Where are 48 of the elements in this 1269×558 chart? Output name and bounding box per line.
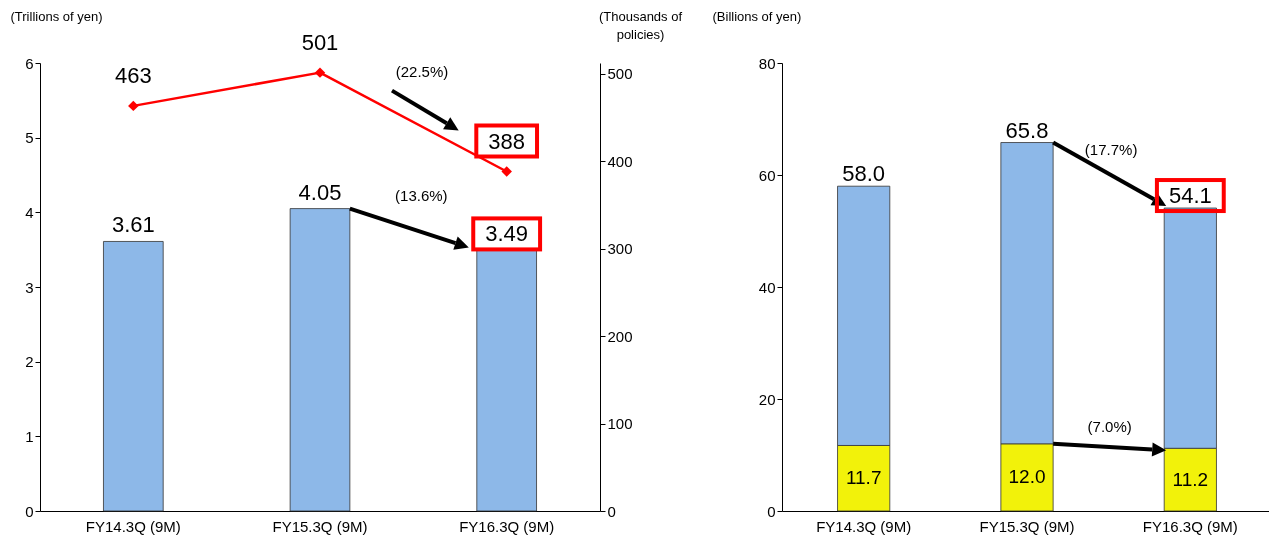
x-tick-label: FY15.3Q (9M) — [272, 517, 368, 535]
data-label: 463 — [114, 62, 152, 88]
data-label: 501 — [301, 29, 339, 55]
data-label: 4.05 — [298, 179, 342, 205]
total-label: 54.1 — [1168, 183, 1212, 209]
y-tick-label: 6 — [25, 54, 34, 72]
point — [128, 100, 139, 112]
y2-tick-label: 200 — [607, 327, 633, 345]
y2-tick-label: 300 — [607, 240, 633, 257]
bar — [289, 208, 351, 512]
y-axis-title: (Trillions of yen) — [10, 8, 103, 24]
y-tick-label: 3 — [25, 278, 34, 296]
x-tick-label: FY16.3Q (9M) — [459, 517, 555, 535]
y-tick-label: 80 — [758, 54, 776, 72]
y-tick-label: 5 — [25, 129, 34, 147]
x-tick-label: FY14.3Q (9M) — [816, 517, 912, 535]
bar — [103, 241, 164, 512]
data-label: 3.49 — [485, 221, 529, 247]
annotation: (17.7%) — [1084, 140, 1138, 158]
point — [501, 166, 512, 177]
total-label: 58.0 — [842, 161, 886, 187]
y-tick-label: 1 — [25, 427, 34, 445]
data-label: 11.7 — [845, 467, 882, 489]
annotation: (7.0%) — [1087, 417, 1132, 435]
y-tick-label: 4 — [25, 203, 34, 221]
annotation: (22.5%) — [395, 62, 449, 80]
y-tick-label: 20 — [758, 390, 776, 408]
y2-tick-label: 400 — [607, 152, 633, 170]
y-axis-title: (Billions of yen) — [712, 8, 802, 24]
total-label: 65.8 — [1005, 117, 1049, 143]
annotation: (13.6%) — [395, 186, 448, 204]
y-tick-label: 2 — [25, 353, 34, 371]
y-tick-label: 40 — [758, 278, 776, 296]
data-label: 12.0 — [1008, 466, 1046, 488]
x-tick-label: FY16.3Q (9M) — [1142, 517, 1238, 535]
data-label: 388 — [488, 128, 526, 154]
x-tick-label: FY15.3Q (9M) — [979, 517, 1075, 535]
data-label: 3.61 — [111, 212, 155, 238]
y-tick-label: 0 — [767, 502, 776, 520]
data-label: 11.2 — [1172, 468, 1209, 490]
x-tick-label: FY14.3Q (9M) — [85, 517, 181, 535]
y2-tick-label: 500 — [607, 65, 633, 82]
point — [314, 67, 326, 78]
y-tick-label: 60 — [758, 166, 776, 184]
y2-tick-label: 0 — [607, 502, 616, 520]
y-tick-label: 0 — [25, 502, 34, 520]
y2-tick-label: 100 — [607, 415, 633, 432]
y2-axis-title: (Thousands of policies) — [598, 8, 683, 42]
